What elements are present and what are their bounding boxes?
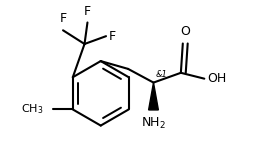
Text: OH: OH (207, 72, 227, 85)
Polygon shape (149, 83, 158, 110)
Text: F: F (84, 5, 91, 18)
Text: &1: &1 (155, 70, 167, 79)
Text: NH$_2$: NH$_2$ (141, 116, 166, 131)
Text: F: F (59, 12, 67, 25)
Text: O: O (180, 25, 190, 38)
Text: F: F (109, 30, 116, 43)
Text: CH$_3$: CH$_3$ (21, 102, 44, 116)
